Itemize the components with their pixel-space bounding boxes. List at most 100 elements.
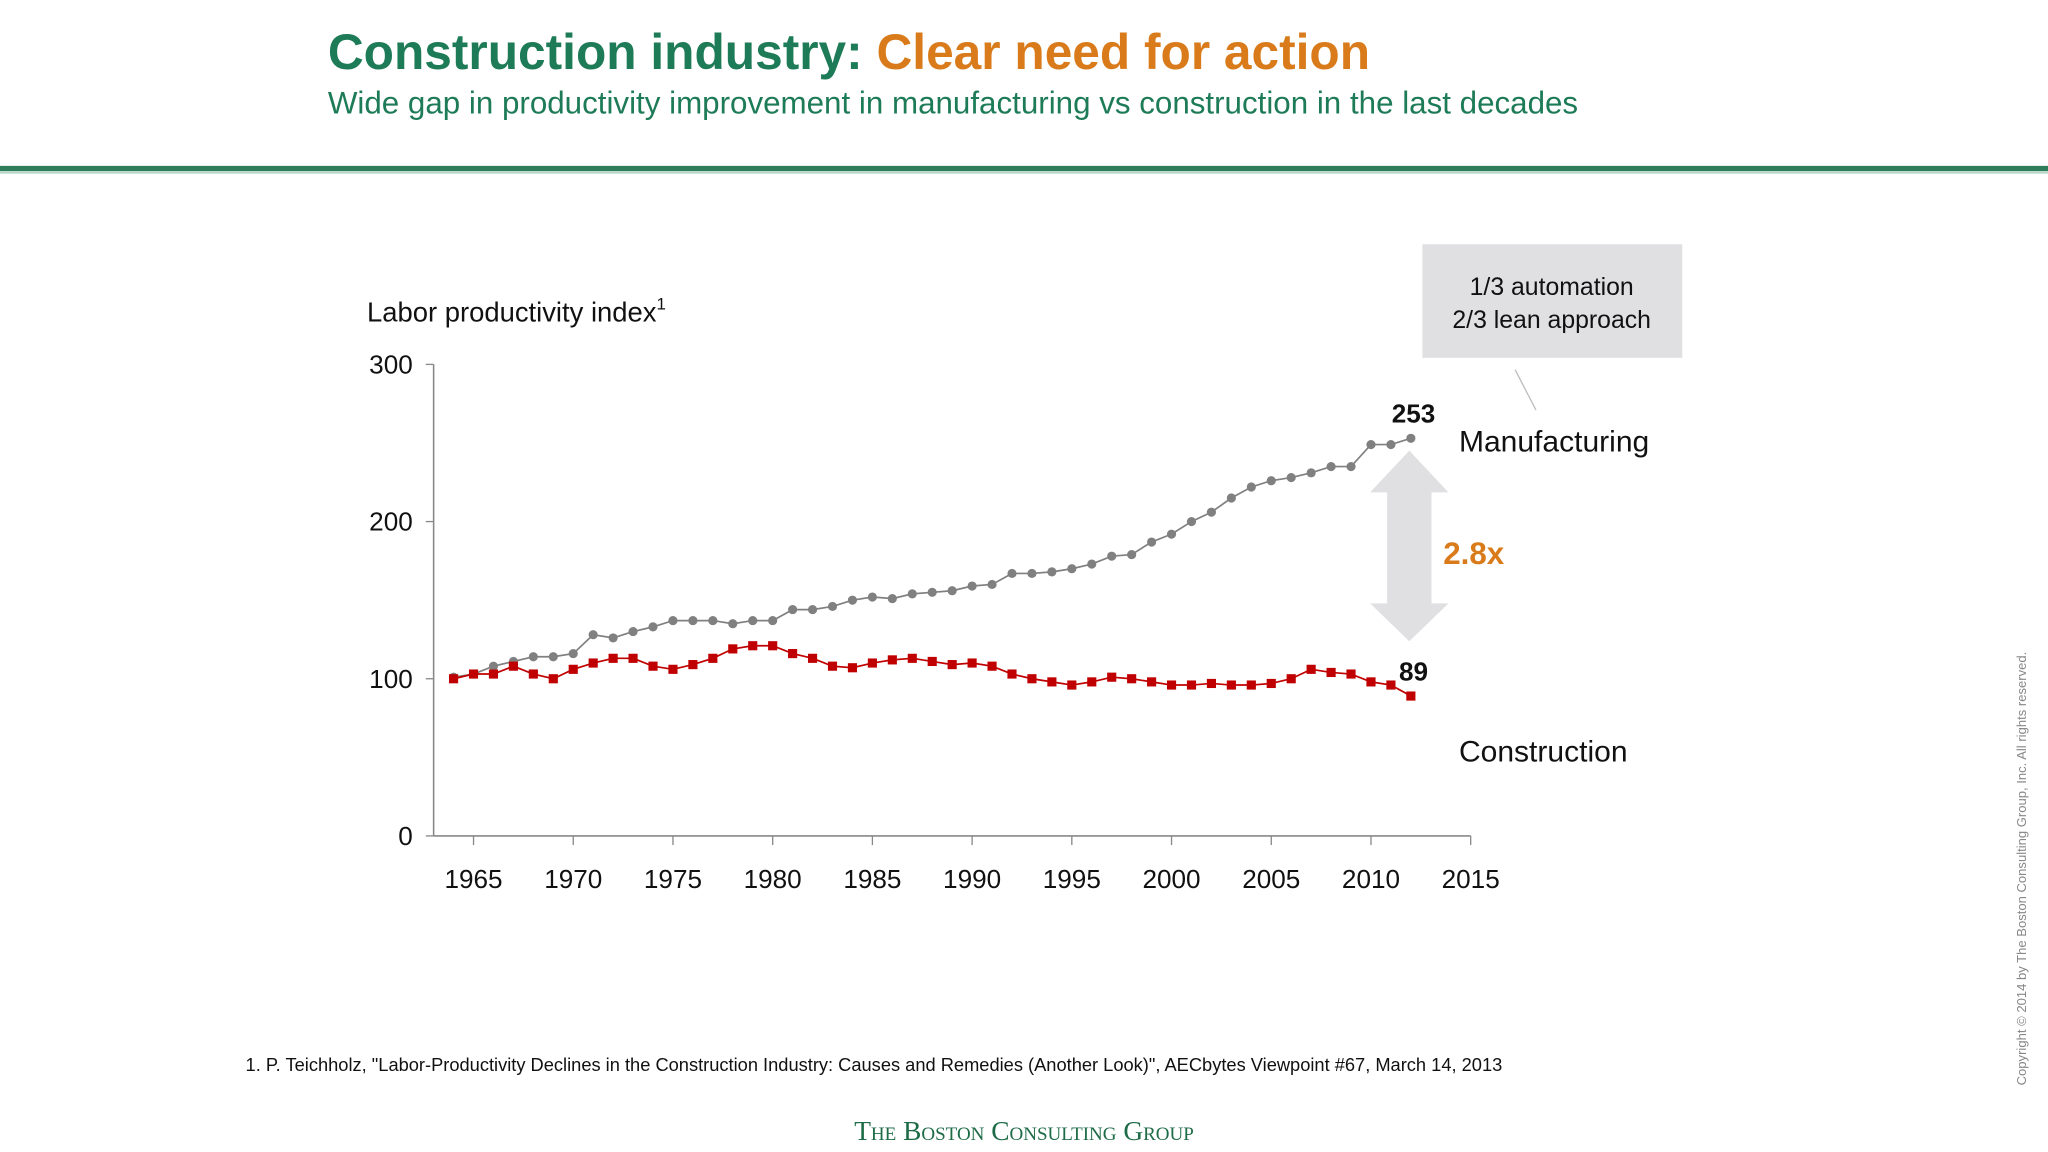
data-point	[728, 619, 738, 629]
data-point	[1147, 537, 1157, 547]
data-point	[907, 653, 917, 663]
header-rule	[0, 171, 2048, 174]
annotation-text: 2/3 lean approach	[1452, 307, 1651, 334]
subtitle: Wide gap in productivity improvement in …	[328, 86, 1578, 121]
data-point	[887, 655, 897, 665]
plot: 0 100 200 300 1965 1970 1975 1980 1985 1990 1995 20…	[369, 350, 1649, 895]
data-point	[1406, 433, 1416, 443]
data-point	[488, 669, 499, 679]
data-point	[927, 656, 937, 667]
data-point	[1067, 564, 1077, 574]
footer-brand: The Boston Consulting Group	[854, 1116, 1194, 1146]
data-point	[1286, 472, 1296, 483]
data-point	[867, 592, 877, 602]
data-point	[847, 663, 858, 673]
data-point	[688, 616, 698, 626]
data-point	[1366, 439, 1376, 450]
data-point	[1147, 677, 1157, 687]
data-point	[1246, 680, 1256, 690]
x-tick-label: 1985	[843, 864, 901, 894]
data-point	[1266, 476, 1276, 486]
data-point	[967, 658, 977, 668]
data-point	[608, 653, 618, 663]
data-point	[608, 633, 618, 643]
x-tick-label: 1975	[644, 864, 702, 894]
x-tick-label: 2010	[1342, 864, 1400, 894]
data-point	[1127, 550, 1137, 560]
data-point	[1306, 468, 1316, 478]
data-point	[1346, 669, 1356, 679]
data-point	[748, 641, 758, 651]
data-point	[588, 658, 598, 668]
data-point	[1047, 567, 1057, 577]
data-point	[807, 605, 818, 615]
data-point	[708, 616, 718, 626]
data-point	[1127, 674, 1137, 684]
data-point	[708, 653, 718, 663]
data-point	[528, 669, 538, 679]
data-point	[568, 664, 578, 674]
data-point	[987, 661, 997, 671]
data-point	[1166, 529, 1177, 539]
x-tick-label: 2005	[1242, 864, 1300, 894]
data-point	[508, 661, 518, 671]
data-point	[548, 674, 558, 684]
data-point	[1206, 678, 1216, 689]
annotation-box	[1422, 244, 1683, 358]
data-point	[1007, 669, 1017, 679]
gap-arrow	[1370, 450, 1449, 642]
end-value-label: 253	[1392, 399, 1436, 429]
data-point	[967, 581, 977, 591]
data-point	[1027, 674, 1037, 684]
data-point	[728, 644, 738, 654]
data-point	[947, 660, 957, 670]
data-point	[1087, 677, 1097, 687]
data-point	[628, 653, 638, 663]
data-point	[1266, 678, 1276, 689]
data-point	[488, 661, 499, 671]
x-tick-label: 1970	[544, 864, 602, 894]
data-point	[1306, 664, 1316, 674]
data-point	[1087, 559, 1097, 569]
data-point	[867, 658, 877, 668]
data-point	[668, 664, 678, 674]
series-label: Construction	[1459, 735, 1628, 768]
data-point	[1186, 680, 1197, 690]
data-point	[588, 630, 598, 640]
data-point	[927, 587, 937, 597]
data-point	[528, 652, 538, 662]
title: Construction industry: Clear need for ac…	[328, 24, 1370, 80]
gap-label: 2.8x	[1443, 536, 1505, 571]
y-tick-label: 200	[369, 507, 413, 537]
footnote-mark: 1	[656, 295, 665, 314]
data-point	[568, 649, 578, 659]
x-tick-label: 1980	[744, 864, 802, 894]
data-point	[788, 605, 798, 615]
end-value-label: 89	[1399, 656, 1428, 686]
data-point	[688, 660, 698, 670]
data-point	[768, 616, 778, 626]
title-part: Construction industry:	[328, 24, 863, 80]
data-point	[628, 627, 638, 637]
data-point	[947, 586, 957, 596]
data-point	[1226, 493, 1236, 503]
data-point	[1067, 680, 1077, 690]
data-point	[468, 669, 479, 679]
x-tick-label: 1965	[444, 864, 502, 894]
y-tick-label: 300	[369, 350, 413, 380]
data-point	[1346, 461, 1356, 472]
data-point	[827, 661, 838, 671]
data-point	[548, 652, 558, 662]
x-tick-label: 1990	[943, 864, 1001, 894]
y-axis-label: Labor productivity index1	[367, 295, 666, 328]
data-point	[1366, 677, 1376, 687]
data-point	[1107, 672, 1117, 682]
data-point	[1226, 680, 1236, 690]
x-tick-label: 2015	[1442, 864, 1500, 894]
data-point	[1326, 461, 1336, 472]
data-point	[788, 649, 798, 659]
data-point	[847, 595, 858, 605]
